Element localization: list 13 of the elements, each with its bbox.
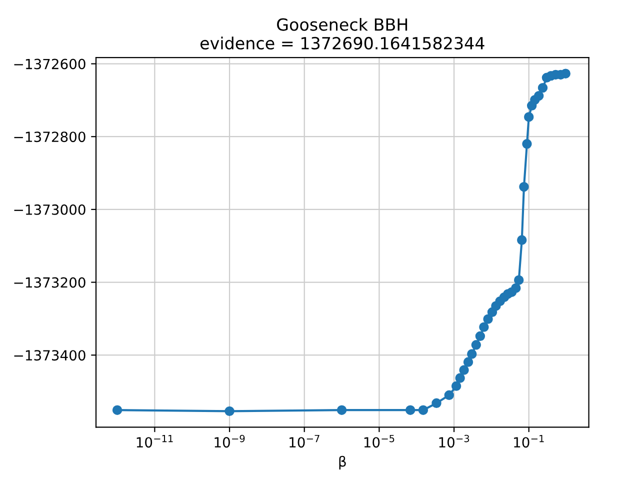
x-tick-label: 10$^{−9}$ [214, 434, 245, 448]
x-tick-label: 10$^{−11}$ [136, 434, 173, 448]
x-tick-label: 10$^{−1}$ [514, 434, 544, 448]
x-axis-title: β [339, 456, 346, 470]
x-tick-label: 10$^{−7}$ [290, 434, 320, 448]
y-tick-label: −1373000 [14, 204, 86, 215]
x-tick-label: 10$^{−3}$ [439, 434, 470, 448]
y-tick-label: −1372600 [14, 58, 86, 70]
y-tick-label: −1373200 [14, 277, 86, 288]
y-tick-label: −1373400 [14, 350, 86, 361]
y-tick-label: −1372800 [14, 132, 86, 142]
chart-title: Gooseneck BBH evidence = 1372690.1641582344 [200, 18, 484, 50]
x-tick-label: 10$^{−5}$ [364, 434, 394, 448]
